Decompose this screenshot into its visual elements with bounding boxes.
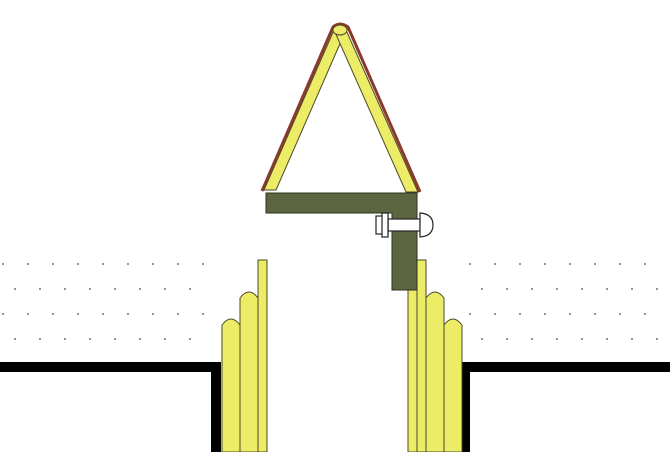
insulation-dot <box>556 288 558 290</box>
wall-outline-left <box>0 362 221 452</box>
insulation-dot <box>606 288 608 290</box>
insulation-dot <box>631 338 633 340</box>
bolt-washer <box>381 212 389 238</box>
membrane-strip-left-inner <box>257 259 268 452</box>
insulation-dot <box>52 263 54 265</box>
insulation-dot <box>189 288 191 290</box>
angle-bracket <box>265 192 418 291</box>
insulation-dot <box>656 288 658 290</box>
insulation-dot <box>644 313 646 315</box>
membrane-strip-right-2 <box>416 259 427 452</box>
insulation-dot <box>606 338 608 340</box>
insulation-dot <box>594 263 596 265</box>
insulation-dot <box>581 338 583 340</box>
insulation-dot <box>531 288 533 290</box>
insulation-dot <box>152 263 154 265</box>
insulation-dot <box>2 263 4 265</box>
insulation-dot <box>656 338 658 340</box>
insulation-dot <box>569 263 571 265</box>
insulation-dot <box>177 313 179 315</box>
triangular-flashing-cap <box>260 22 422 193</box>
bolt-head <box>419 212 434 238</box>
cap-apex-roll <box>332 24 348 36</box>
insulation-dot <box>27 263 29 265</box>
cap-outer-outline <box>260 22 422 193</box>
insulation-dot <box>519 313 521 315</box>
membrane-strip-left-outer <box>221 318 241 452</box>
insulation-dot <box>619 313 621 315</box>
insulation-dot <box>631 288 633 290</box>
insulation-dot <box>139 338 141 340</box>
insulation-dot <box>77 313 79 315</box>
insulation-dot <box>519 263 521 265</box>
insulation-dot <box>189 338 191 340</box>
insulation-dot <box>64 288 66 290</box>
membrane-strip-left-middle <box>239 291 259 452</box>
insulation-dot <box>102 263 104 265</box>
insulation-dot <box>531 338 533 340</box>
insulation-dot <box>102 313 104 315</box>
insulation-dot <box>569 313 571 315</box>
insulation-dot <box>89 288 91 290</box>
bolt-shaft <box>387 218 421 232</box>
insulation-dot <box>481 338 483 340</box>
wall-outline-right <box>460 362 670 452</box>
bolt-icon <box>375 212 434 238</box>
membrane-layers-left <box>221 259 268 452</box>
insulation-dot <box>139 288 141 290</box>
insulation-dot <box>481 288 483 290</box>
insulation-dot <box>39 338 41 340</box>
insulation-dot <box>202 263 204 265</box>
insulation-dots-right <box>469 263 658 340</box>
insulation-dots-left <box>2 263 204 340</box>
insulation-dot <box>27 313 29 315</box>
insulation-dot <box>644 263 646 265</box>
insulation-dot <box>469 313 471 315</box>
insulation-dot <box>164 288 166 290</box>
insulation-dot <box>14 288 16 290</box>
insulation-dot <box>152 313 154 315</box>
insulation-dot <box>177 263 179 265</box>
insulation-dot <box>202 313 204 315</box>
insulation-dot <box>544 263 546 265</box>
insulation-dot <box>619 263 621 265</box>
insulation-dot <box>14 338 16 340</box>
insulation-dot <box>506 338 508 340</box>
insulation-dot <box>494 313 496 315</box>
insulation-dot <box>556 338 558 340</box>
cap-left-leg <box>263 29 347 191</box>
insulation-dot <box>494 263 496 265</box>
insulation-dot <box>469 263 471 265</box>
insulation-dot <box>89 338 91 340</box>
insulation-dot <box>594 313 596 315</box>
insulation-dot <box>64 338 66 340</box>
insulation-dot <box>127 313 129 315</box>
membrane-strip-right-outer <box>443 318 463 452</box>
insulation-dot <box>164 338 166 340</box>
insulation-dot <box>506 288 508 290</box>
insulation-dot <box>544 313 546 315</box>
insulation-dot <box>39 288 41 290</box>
insulation-dot <box>114 288 116 290</box>
insulation-dot <box>127 263 129 265</box>
insulation-dot <box>581 288 583 290</box>
insulation-dot <box>2 313 4 315</box>
cap-right-leg <box>333 29 419 193</box>
insulation-dot <box>77 263 79 265</box>
insulation-dot <box>114 338 116 340</box>
insulation-dot <box>52 313 54 315</box>
membrane-strip-right-3 <box>425 291 445 452</box>
